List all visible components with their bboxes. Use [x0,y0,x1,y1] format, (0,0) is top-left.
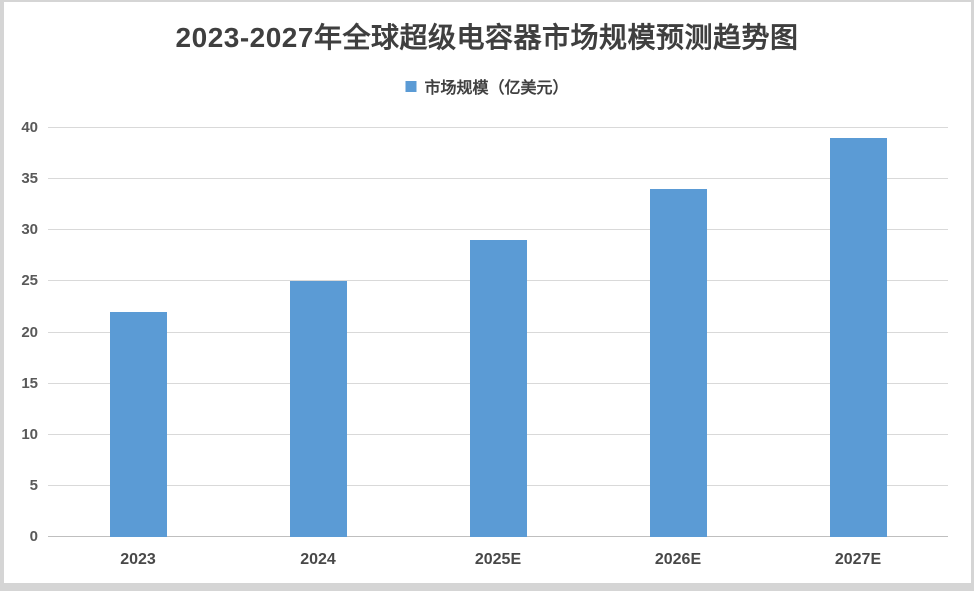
frame-edge-bottom [0,583,974,591]
x-tick-label: 2023 [120,551,156,568]
legend-marker-icon [405,80,417,92]
y-tick-label: 35 [21,170,38,188]
gridline [48,229,948,231]
x-tick-label: 2025E [474,551,522,568]
x-tick-label: 2027E [834,551,882,568]
frame-edge-right [971,0,974,591]
x-tick-label: 2024 [300,551,336,568]
y-tick-label: 25 [21,272,38,290]
bar-2026E [649,189,707,537]
y-tick-label: 5 [29,476,38,494]
frame-edge-top [0,0,974,2]
x-tick-label: 2026E [654,551,702,568]
bar-2024 [289,281,347,537]
bar-2023 [109,312,167,537]
y-tick-label: 10 [21,425,38,443]
y-tick-label: 20 [21,323,38,341]
plot-area [48,127,948,537]
y-tick-label: 15 [21,374,38,392]
bar-2025E [469,240,527,537]
y-tick-label: 30 [21,221,38,239]
legend: 市场规模（亿美元） [405,74,569,98]
chart-title: 2023-2027年全球超级电容器市场规模预测趋势图 [175,22,799,53]
gridline [48,178,948,180]
frame-edge-left [0,0,4,591]
legend-label: 市场规模（亿美元） [424,80,569,97]
gridline [48,127,948,128]
y-tick-label: 40 [21,119,38,136]
bar-2027E [829,138,887,537]
y-tick-label: 0 [29,528,38,545]
